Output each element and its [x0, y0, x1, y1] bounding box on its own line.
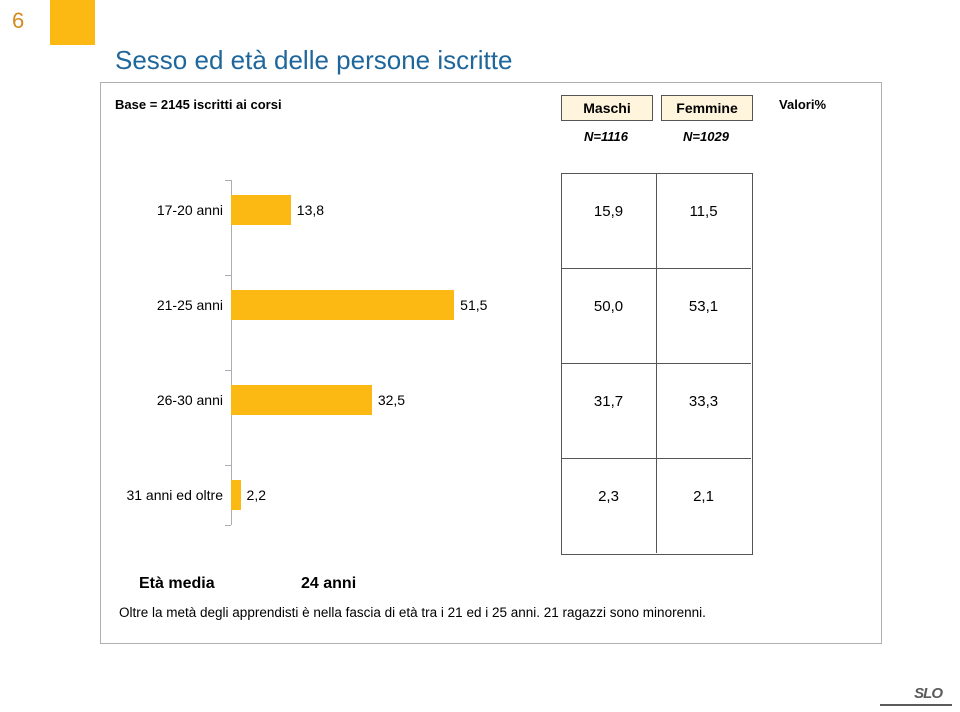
- cell-maschi-1: 50,0: [561, 298, 656, 315]
- bar-chart: 13,8 17-20 anni 51,5 21-25 anni 32,5 26-30 an…: [101, 83, 561, 573]
- column-header-maschi: Maschi: [561, 95, 653, 121]
- footer-brand: SLO: [914, 685, 942, 702]
- footer-brand-underline: [880, 704, 952, 706]
- column-subhead-maschi: N=1116: [561, 129, 651, 144]
- cell-maschi-2: 31,7: [561, 393, 656, 410]
- eta-media-label: Età media: [139, 575, 215, 593]
- axis-tick: [225, 525, 231, 526]
- values-unit-label: Valori%: [779, 97, 826, 112]
- chart-frame: Base = 2145 iscritti ai corsi Valori% Ma…: [100, 82, 882, 644]
- bar-value-label: 32,5: [378, 392, 405, 408]
- cell-maschi-3: 2,3: [561, 488, 656, 505]
- bar-value-label: 2,2: [247, 487, 266, 503]
- category-label: 31 anni ed oltre: [113, 487, 223, 503]
- cell-femmine-2: 33,3: [656, 393, 751, 410]
- y-axis: [231, 180, 232, 525]
- footnote: Oltre la metà degli apprendisti è nella …: [119, 605, 859, 620]
- chart-bar: [231, 385, 372, 415]
- eta-media-value: 24 anni: [301, 575, 356, 593]
- bar-value-label: 13,8: [297, 202, 324, 218]
- category-label: 21-25 anni: [113, 297, 223, 313]
- axis-tick: [225, 275, 231, 276]
- cell-femmine-3: 2,1: [656, 488, 751, 505]
- cell-femmine-1: 53,1: [656, 298, 751, 315]
- cell-femmine-0: 11,5: [656, 203, 751, 220]
- chart-bar: [231, 290, 454, 320]
- page-title: Sesso ed età delle persone iscritte: [115, 45, 512, 76]
- page-number: 6: [12, 8, 24, 34]
- chart-bar: [231, 480, 241, 510]
- cell-maschi-0: 15,9: [561, 203, 656, 220]
- category-label: 26-30 anni: [113, 392, 223, 408]
- axis-tick: [225, 370, 231, 371]
- column-header-femmine: Femmine: [661, 95, 753, 121]
- axis-tick: [225, 465, 231, 466]
- bar-value-label: 51,5: [460, 297, 487, 313]
- page-number-tab: [50, 0, 95, 45]
- axis-tick: [225, 180, 231, 181]
- category-label: 17-20 anni: [113, 202, 223, 218]
- chart-bar: [231, 195, 291, 225]
- column-subhead-femmine: N=1029: [661, 129, 751, 144]
